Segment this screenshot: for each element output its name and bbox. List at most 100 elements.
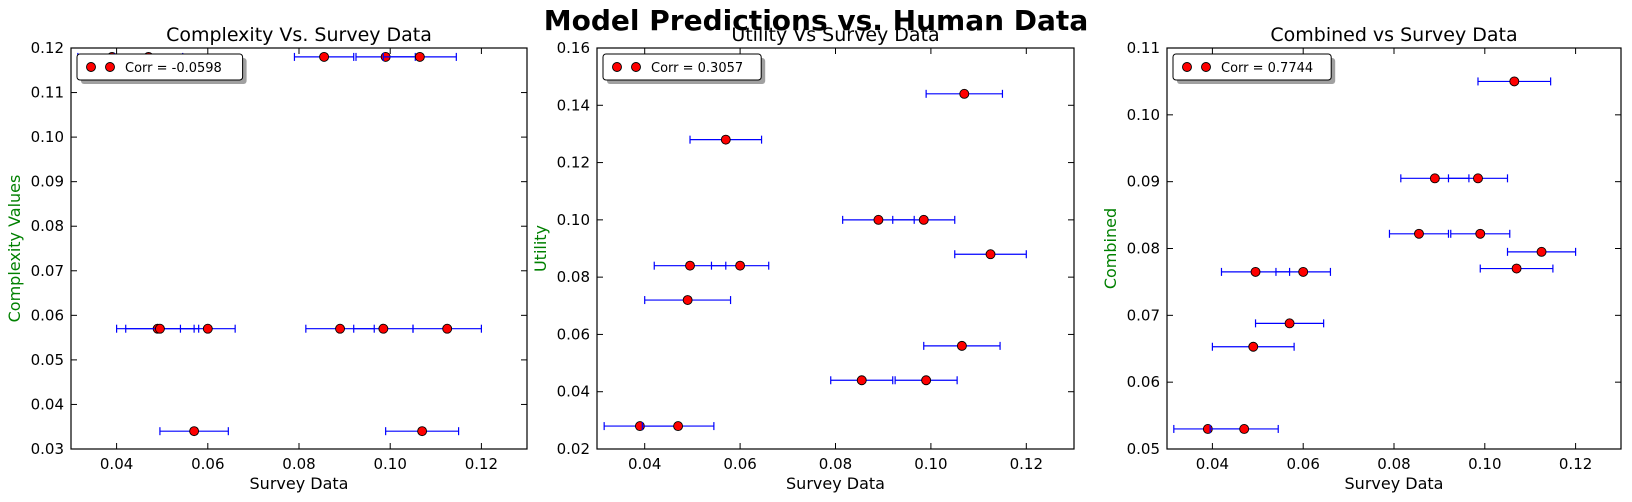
- x-axis-label: Survey Data: [250, 474, 349, 493]
- subplot-3: 0.04 0.06 0.08 0.10 0.12 0.05 0.06 0.07 0.08 0.09…: [1101, 24, 1622, 493]
- marker: [720, 134, 731, 145]
- data-point: [1211, 341, 1295, 352]
- data-point: [293, 51, 355, 62]
- data-point: [689, 134, 763, 145]
- y-tick-label: 0.08: [1127, 240, 1160, 258]
- marker: [378, 323, 389, 334]
- data-point: [894, 375, 958, 386]
- data-point: [1506, 246, 1577, 257]
- marker: [856, 375, 867, 386]
- marker: [1239, 424, 1250, 434]
- data-point: [1388, 228, 1450, 239]
- x-tick-label: 0.12: [465, 455, 498, 473]
- data-point: [644, 295, 732, 306]
- y-tick-label: 0.10: [557, 211, 590, 229]
- data-point: [710, 260, 770, 271]
- marker: [414, 51, 425, 62]
- marker: [335, 323, 345, 334]
- marker: [1414, 228, 1424, 239]
- data-point: [892, 214, 956, 225]
- marker: [319, 51, 330, 62]
- x-tick-label: 0.08: [282, 455, 315, 473]
- marker: [1473, 173, 1483, 184]
- marker: [873, 214, 884, 225]
- y-tick-label: 0.06: [557, 325, 590, 343]
- x-tick-label: 0.06: [723, 455, 756, 473]
- y-tick-label: 0.09: [1127, 173, 1160, 191]
- data-point: [382, 51, 457, 62]
- data-point: [641, 421, 715, 432]
- subplot-1: 0.04 0.06 0.08 0.10 0.12 0.03 0.04 0.05 0.06 0.07…: [5, 24, 528, 493]
- marker: [685, 260, 695, 271]
- y-axis-label: Combined: [1101, 208, 1120, 289]
- data-point: [842, 214, 915, 225]
- data-point: [830, 375, 894, 386]
- legend-label: Corr = -0.0598: [125, 61, 222, 76]
- x-tick-label: 0.10: [373, 455, 406, 473]
- x-tick-label: 0.12: [1010, 455, 1043, 473]
- marker: [1298, 266, 1309, 277]
- y-tick-label: 0.03: [31, 440, 64, 458]
- y-tick-label: 0.12: [31, 39, 64, 57]
- y-axis-label: Utility: [531, 225, 550, 272]
- y-tick-label: 0.04: [557, 383, 590, 401]
- x-tick-label: 0.06: [191, 455, 224, 473]
- legend: Corr = 0.3057: [602, 53, 766, 84]
- y-tick-label: 0.12: [557, 154, 590, 172]
- marker: [673, 421, 684, 432]
- legend-marker: [631, 62, 641, 72]
- data-point: [925, 88, 1004, 99]
- data-point: [1254, 318, 1325, 329]
- legend: Corr = -0.0598: [76, 53, 247, 84]
- y-tick-label: 0.11: [1127, 39, 1160, 57]
- data-point: [412, 323, 482, 334]
- x-axis-label: Survey Data: [1345, 474, 1444, 493]
- y-tick-label: 0.16: [557, 39, 590, 57]
- x-tick-label: 0.04: [628, 455, 661, 473]
- data-point: [1275, 266, 1332, 277]
- marker: [1536, 246, 1547, 257]
- marker: [1284, 318, 1295, 329]
- legend-marker: [612, 62, 622, 72]
- x-tick-label: 0.10: [1468, 455, 1501, 473]
- marker: [1511, 263, 1522, 274]
- marker: [918, 214, 929, 225]
- subplot-title: Utility Vs Survey Data: [731, 24, 939, 46]
- figure-title: Model Predictions vs. Human Data: [543, 4, 1089, 37]
- marker: [985, 249, 996, 260]
- legend-marker: [105, 62, 115, 72]
- y-tick-label: 0.10: [31, 128, 64, 146]
- legend-label: Corr = 0.7744: [1221, 61, 1313, 76]
- marker: [1429, 173, 1440, 184]
- x-tick-label: 0.08: [819, 455, 852, 473]
- marker: [1248, 341, 1259, 352]
- marker: [956, 340, 967, 351]
- y-tick-label: 0.10: [1127, 106, 1160, 124]
- data-point: [1479, 263, 1554, 274]
- marker: [1509, 76, 1520, 87]
- x-tick-label: 0.10: [914, 455, 947, 473]
- marker: [1250, 266, 1261, 277]
- y-tick-label: 0.06: [1127, 373, 1160, 391]
- marker: [959, 88, 970, 99]
- y-tick-label: 0.07: [31, 262, 64, 280]
- x-tick-label: 0.04: [1196, 455, 1229, 473]
- y-tick-label: 0.05: [1127, 440, 1160, 458]
- marker: [735, 260, 746, 271]
- data-points: [603, 88, 1027, 432]
- legend-label: Corr = 0.3057: [651, 61, 743, 76]
- y-tick-label: 0.05: [31, 351, 64, 369]
- marker: [154, 323, 165, 334]
- data-point: [353, 323, 414, 334]
- marker: [189, 426, 200, 437]
- plot-frame: [70, 47, 528, 450]
- plot-frame: [596, 47, 1075, 450]
- x-tick-label: 0.12: [1559, 455, 1592, 473]
- y-tick-label: 0.04: [31, 395, 64, 413]
- y-tick-label: 0.09: [31, 173, 64, 191]
- data-point: [923, 340, 1001, 351]
- x-tick-label: 0.04: [100, 455, 133, 473]
- marker: [417, 426, 428, 437]
- x-tick-label: 0.06: [1286, 455, 1319, 473]
